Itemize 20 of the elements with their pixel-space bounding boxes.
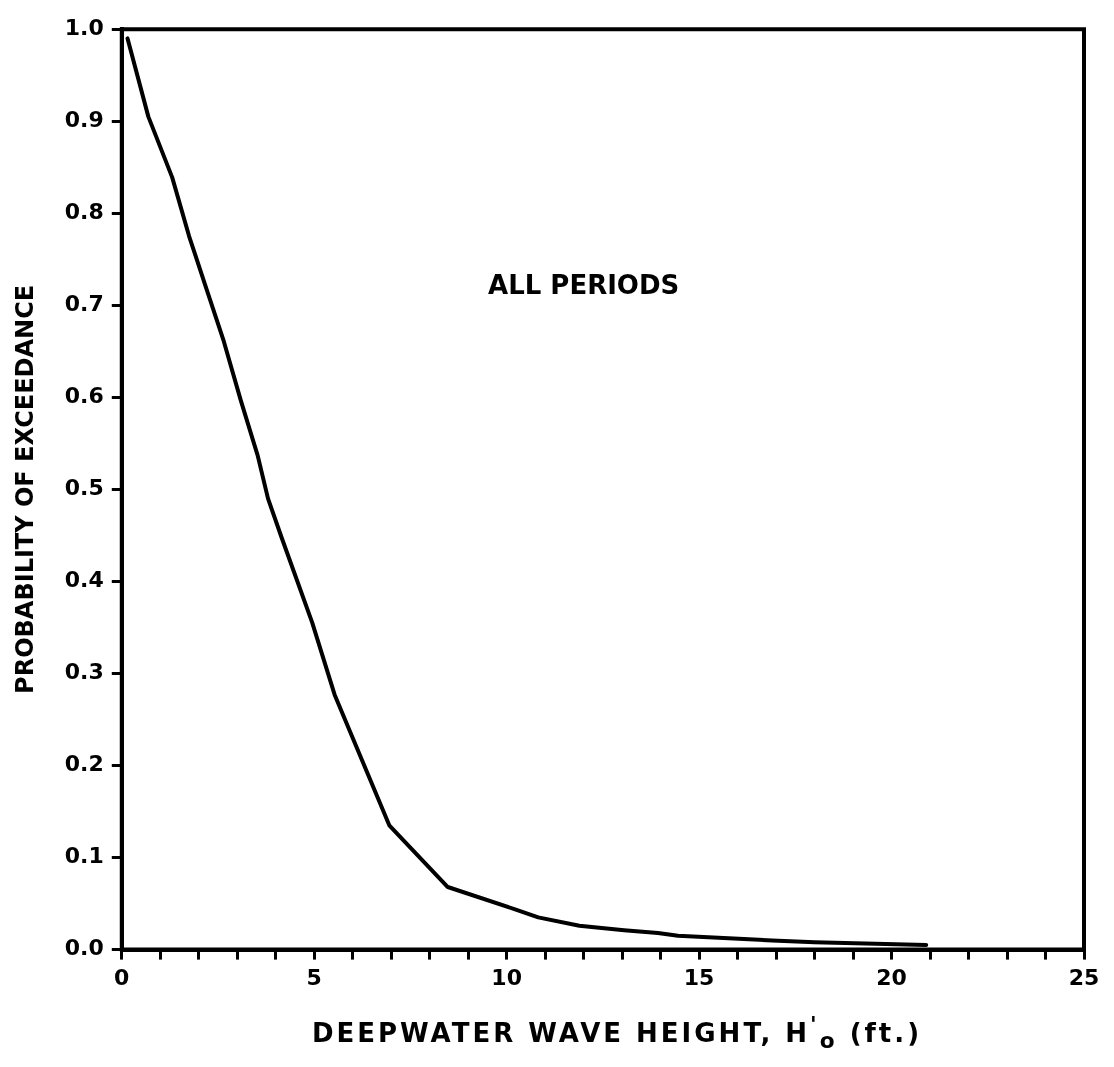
x-tick-label: 0: [114, 964, 130, 990]
y-tick-label: 0.0: [64, 935, 104, 961]
x-tick-label: 20: [876, 964, 907, 990]
y-tick-label: 0.6: [64, 383, 104, 409]
x-tick-label: 15: [683, 964, 715, 990]
y-tick-label: 0.9: [64, 106, 104, 132]
x-tick-label: 10: [491, 964, 522, 990]
y-tick-label: 0.1: [64, 843, 104, 869]
y-tick-label: 0.7: [64, 291, 104, 317]
y-tick-label: 0.2: [64, 751, 104, 777]
x-tick-label: 5: [306, 964, 322, 990]
y-tick-label: 0.3: [64, 659, 104, 685]
y-tick-label: 0.5: [64, 475, 104, 501]
y-axis-title: PROBABILITY OF EXCEEDANCE: [10, 284, 39, 694]
y-tick-label: 0.4: [64, 567, 104, 593]
annotation: ALL PERIODS: [488, 269, 680, 300]
y-tick-label: 1.0: [64, 14, 104, 40]
y-tick-label: 0.8: [64, 199, 104, 224]
x-axis-title: DEEPWATER WAVE HEIGHT, H$^{'}$$_{o}$ (ft.): [310, 1012, 924, 1053]
x-tick-label: 25: [1068, 964, 1100, 990]
